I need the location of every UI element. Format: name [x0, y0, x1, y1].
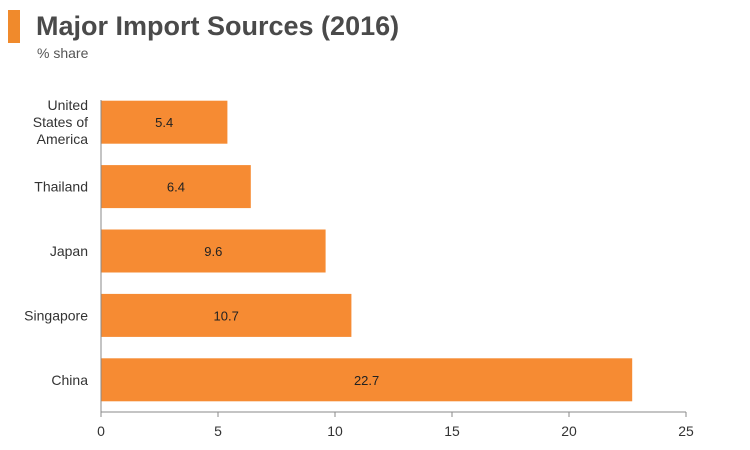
category-label-line: States of [33, 114, 88, 130]
title-accent-bar [8, 10, 20, 43]
data-label: 22.7 [354, 373, 379, 388]
chart-subtitle: % share [37, 45, 89, 61]
bar [101, 229, 326, 273]
category-label: United States of America [33, 97, 88, 147]
category-label: Thailand [34, 179, 88, 195]
bar [101, 358, 633, 402]
category-label-line: America [37, 131, 89, 147]
x-tick-label: 15 [444, 423, 460, 439]
category-label-line: Thailand [34, 179, 88, 195]
data-label: 5.4 [155, 115, 173, 130]
category-label: China [51, 372, 88, 388]
x-tick-label: 25 [678, 423, 694, 439]
category-label-line: United [48, 97, 88, 113]
chart-title: Major Import Sources (2016) [36, 11, 400, 41]
bar [101, 165, 251, 209]
bar [101, 293, 352, 337]
category-label: Japan [50, 243, 88, 259]
x-tick-label: 5 [214, 423, 222, 439]
data-label: 6.4 [167, 180, 185, 195]
x-tick-label: 0 [97, 423, 105, 439]
category-label-line: Singapore [24, 307, 88, 323]
category-label-line: Japan [50, 243, 88, 259]
data-label: 9.6 [204, 244, 222, 259]
category-label-line: China [51, 372, 88, 388]
x-tick-label: 20 [561, 423, 577, 439]
data-label: 10.7 [214, 308, 239, 323]
bar [101, 100, 228, 144]
category-label: Singapore [24, 307, 88, 323]
x-tick-label: 10 [327, 423, 343, 439]
